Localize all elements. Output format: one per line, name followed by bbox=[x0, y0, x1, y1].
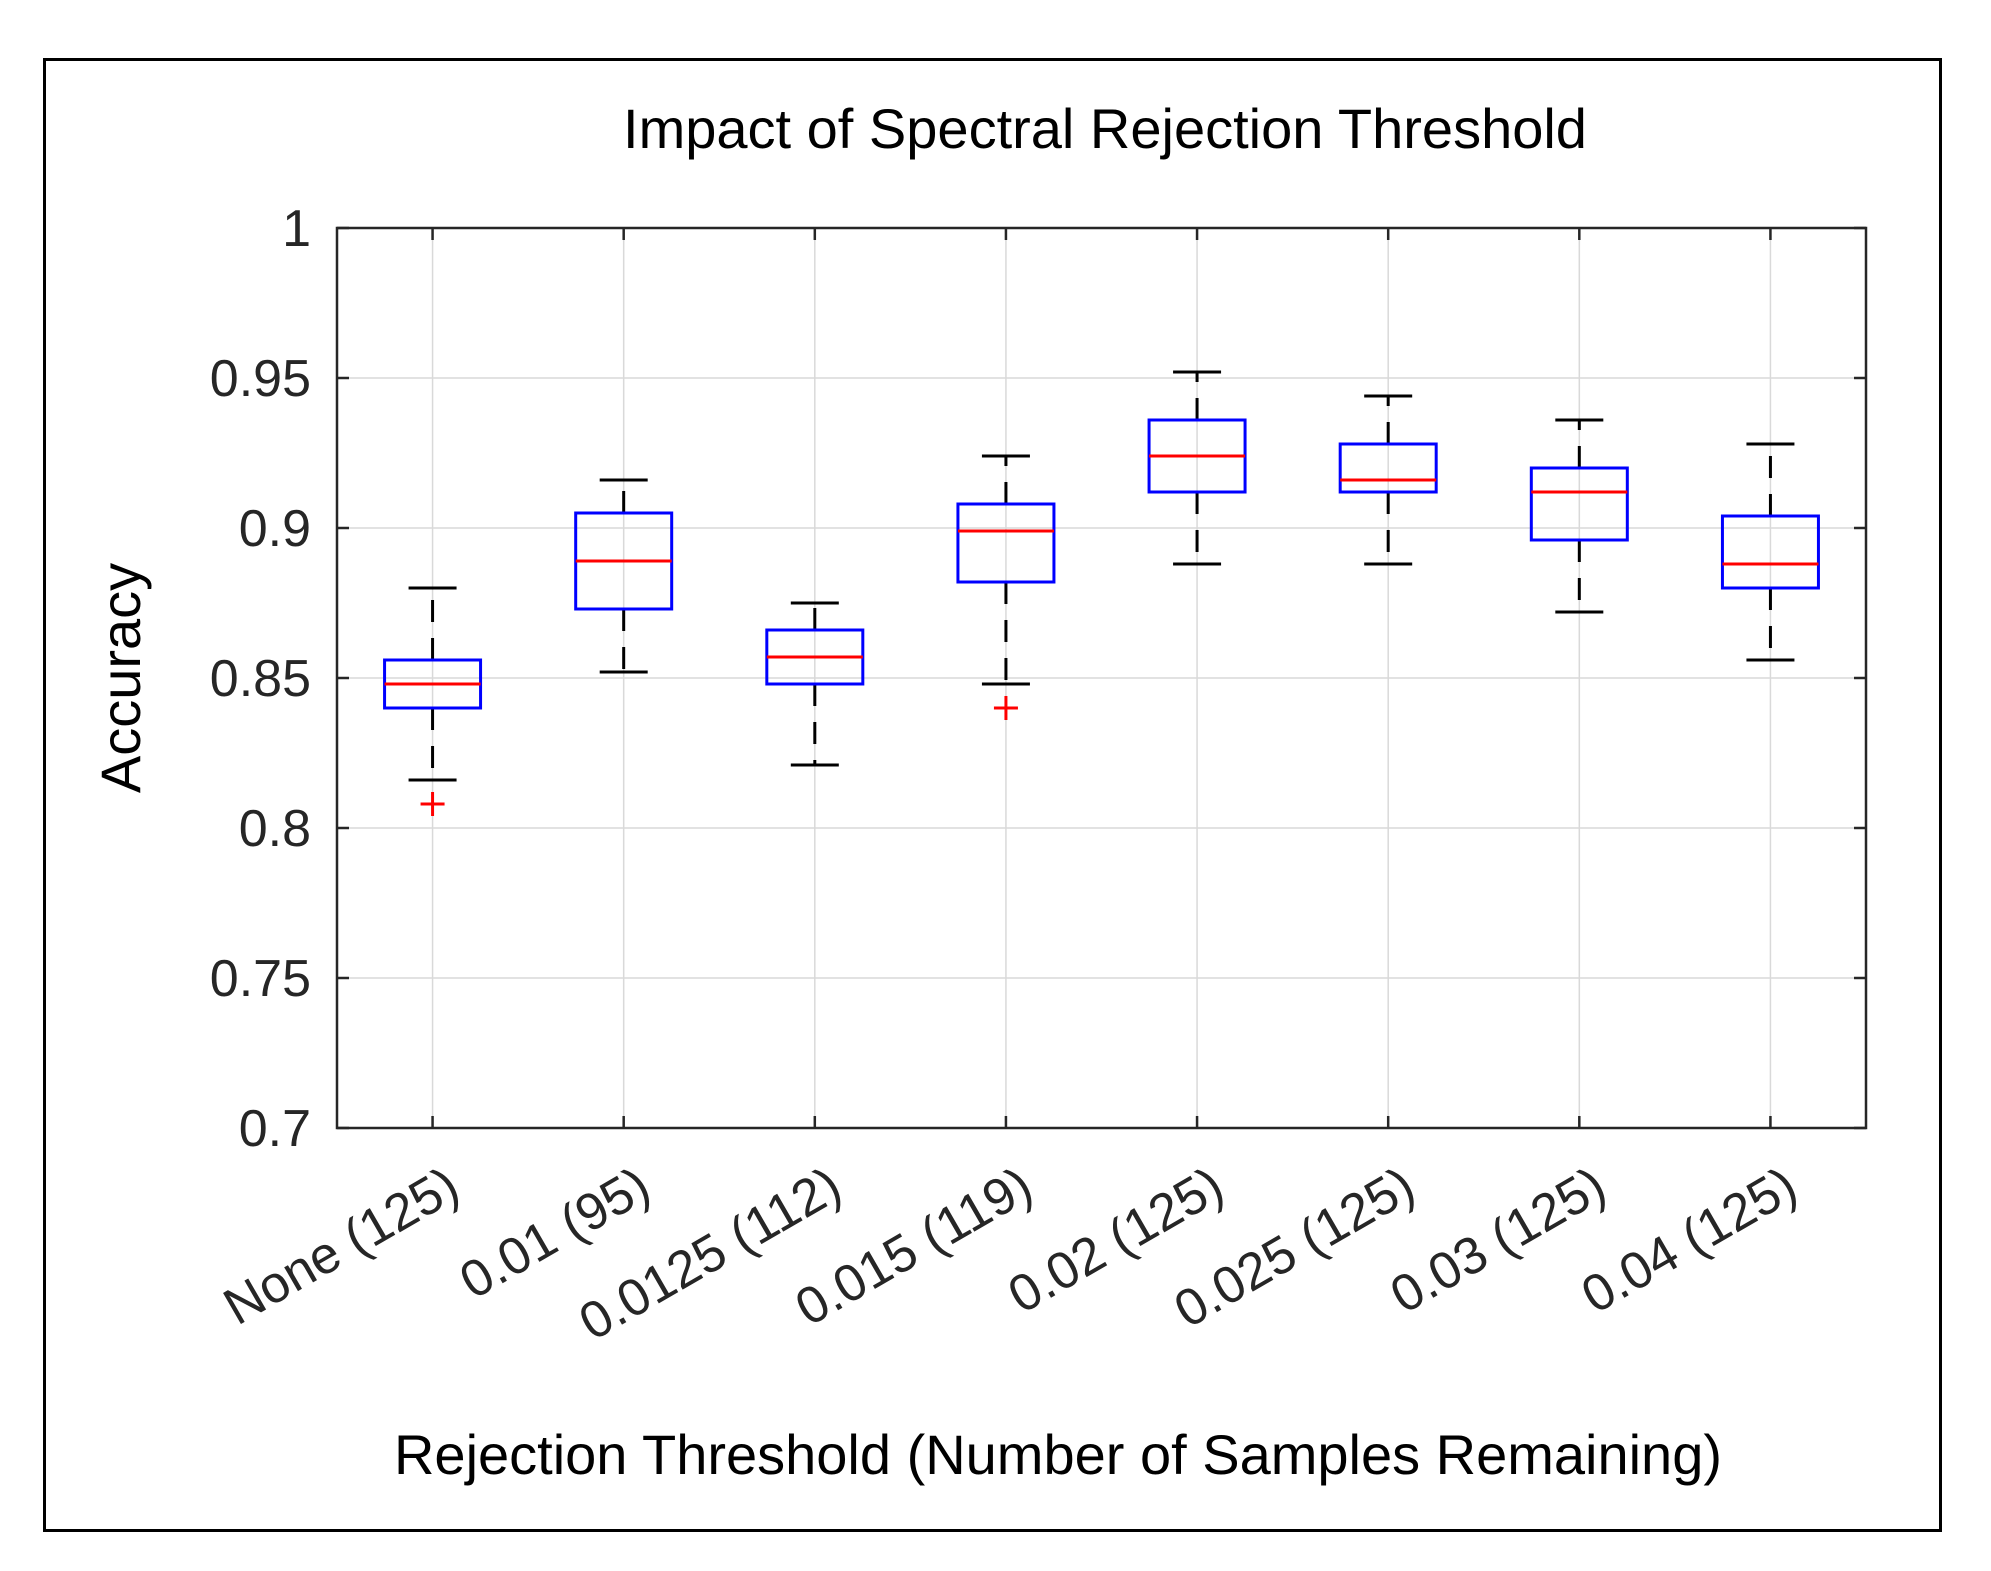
box-group bbox=[574, 478, 674, 674]
y-tick-label: 0.85 bbox=[210, 650, 311, 708]
iqr-box bbox=[956, 502, 1056, 584]
x-tick-label: 0.03 (125) bbox=[1381, 1156, 1615, 1325]
outlier-marker bbox=[993, 696, 1018, 720]
box-group bbox=[383, 586, 483, 816]
box-group bbox=[1529, 418, 1629, 614]
box-group bbox=[1720, 442, 1820, 662]
x-axis-title: Rejection Threshold (Number of Samples R… bbox=[394, 1423, 1722, 1486]
x-tick-label: 0.04 (125) bbox=[1572, 1156, 1806, 1325]
grid bbox=[337, 228, 1866, 1128]
y-tick-label: 0.8 bbox=[239, 800, 311, 858]
iqr-box bbox=[1529, 466, 1629, 542]
figure-frame bbox=[43, 58, 1942, 1532]
box-group bbox=[1338, 394, 1438, 566]
y-tick-label: 0.75 bbox=[210, 950, 311, 1008]
iqr-box bbox=[1338, 442, 1438, 494]
x-tick-labels: None (125)0.01 (95)0.0125 (112)0.015 (11… bbox=[214, 1156, 1806, 1352]
y-axis-title: Accuracy bbox=[89, 563, 152, 793]
y-tick-label: 0.95 bbox=[210, 350, 311, 408]
box-group bbox=[765, 601, 865, 767]
box-group bbox=[956, 454, 1056, 720]
chart-title: Impact of Spectral Rejection Threshold bbox=[623, 97, 1587, 160]
boxes bbox=[383, 370, 1820, 816]
y-tick-label: 1 bbox=[282, 200, 311, 258]
iqr-box bbox=[1720, 514, 1820, 590]
box-group bbox=[1147, 370, 1247, 566]
x-tick-label: None (125) bbox=[214, 1156, 468, 1336]
axis-ticks bbox=[337, 226, 1866, 1130]
y-tick-label: 0.7 bbox=[239, 1100, 311, 1158]
y-tick-labels: 0.7 0.75 0.8 0.85 0.9 0.95 1 bbox=[210, 200, 311, 1158]
outlier-marker bbox=[420, 792, 445, 816]
y-tick-label: 0.9 bbox=[239, 500, 311, 558]
